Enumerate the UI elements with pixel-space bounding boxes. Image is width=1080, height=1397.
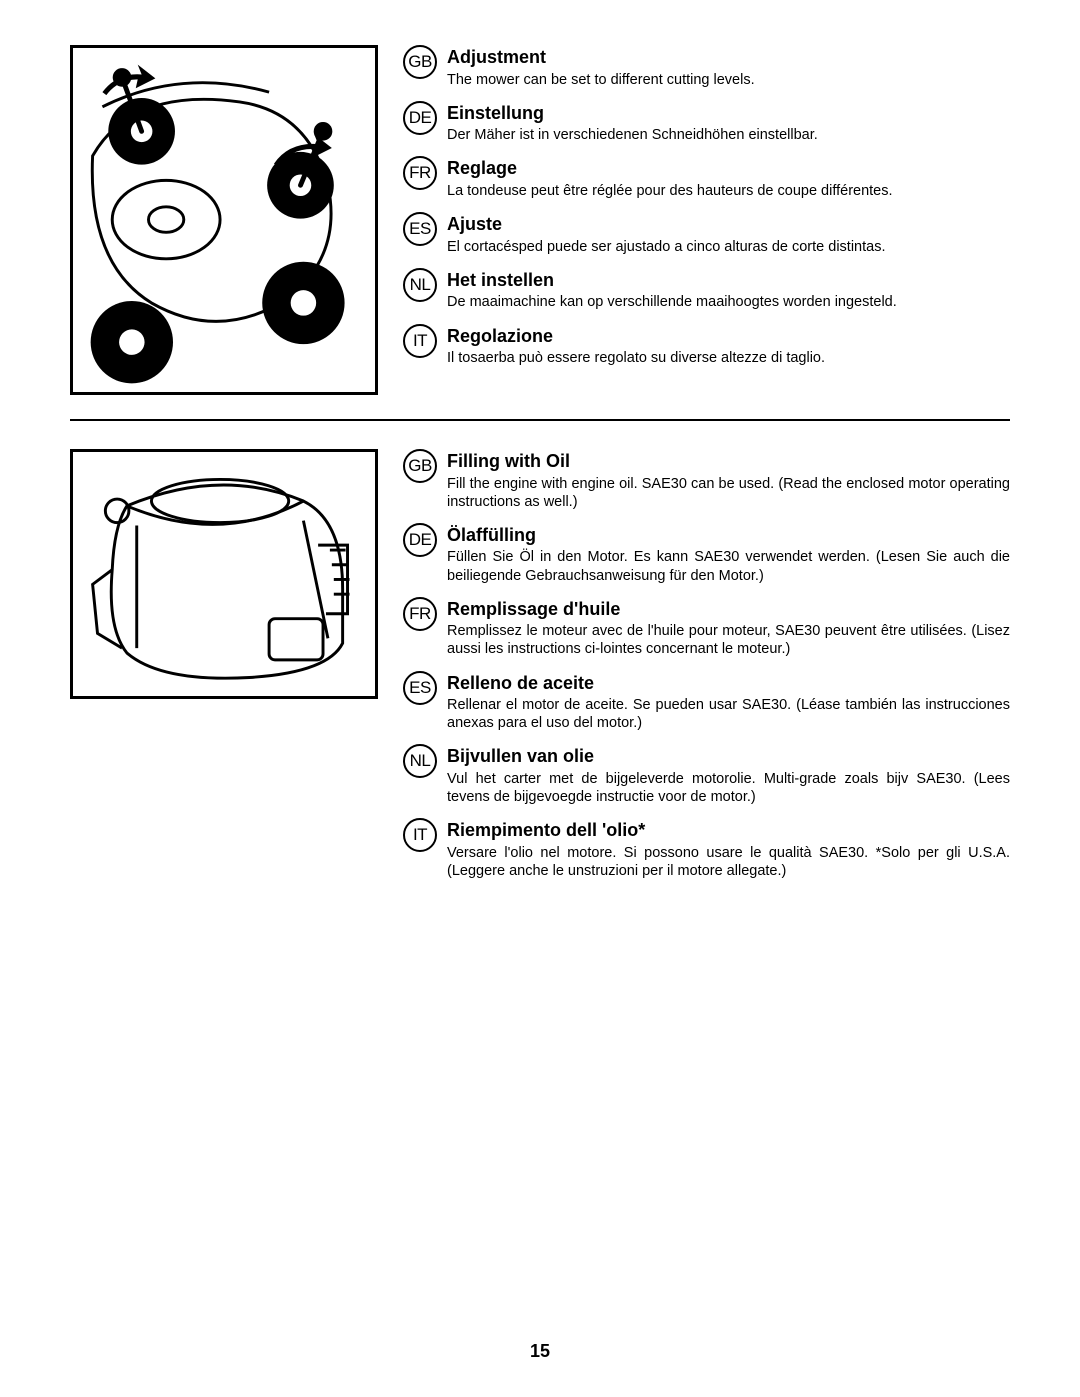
- entry-text: Adjustment The mower can be set to diffe…: [447, 45, 1010, 89]
- lang-badge-es: ES: [403, 671, 437, 705]
- entry-text: Ajuste El cortacésped puede ser ajustado…: [447, 212, 1010, 256]
- entry-title: Bijvullen van olie: [447, 746, 1010, 768]
- entry-es-ajuste: ES Ajuste El cortacésped puede ser ajust…: [403, 212, 1010, 256]
- lang-badge-de: DE: [403, 523, 437, 557]
- figure-engine-oil: [70, 449, 378, 699]
- entry-body: Rellenar el motor de aceite. Se pueden u…: [447, 696, 1010, 732]
- lang-badge-nl: NL: [403, 268, 437, 302]
- entry-gb-oil: GB Filling with Oil Fill the engine with…: [403, 449, 1010, 511]
- lang-badge-de: DE: [403, 101, 437, 135]
- lang-badge-nl: NL: [403, 744, 437, 778]
- lang-code: IT: [413, 331, 427, 351]
- lang-code: FR: [409, 163, 431, 183]
- entry-text: Remplissage d'huile Remplissez le moteur…: [447, 597, 1010, 659]
- lang-code: NL: [410, 751, 431, 771]
- entry-nl-oil: NL Bijvullen van olie Vul het carter met…: [403, 744, 1010, 806]
- page-number: 15: [0, 1341, 1080, 1362]
- entries-section-2b: NL Bijvullen van olie Vul het carter met…: [403, 744, 1010, 880]
- section-divider: [70, 419, 1010, 421]
- entry-text: Het instellen De maaimachine kan op vers…: [447, 268, 1010, 312]
- entry-title: Remplissage d'huile: [447, 599, 1010, 621]
- manual-page: GB Adjustment The mower can be set to di…: [0, 0, 1080, 1397]
- lang-code: FR: [409, 604, 431, 624]
- entry-text: Relleno de aceite Rellenar el motor de a…: [447, 671, 1010, 733]
- lang-badge-gb: GB: [403, 449, 437, 483]
- lang-code: NL: [410, 275, 431, 295]
- entry-fr-oil: FR Remplissage d'huile Remplissez le mot…: [403, 597, 1010, 659]
- section-oil: GB Filling with Oil Fill the engine with…: [70, 449, 1010, 732]
- engine-illustration: [73, 452, 375, 697]
- entry-it-regolazione: IT Regolazione Il tosaerba può essere re…: [403, 324, 1010, 368]
- entry-title: Reglage: [447, 158, 1010, 180]
- entries-section-1: GB Adjustment The mower can be set to di…: [403, 45, 1010, 367]
- entry-body: De maaimachine kan op verschillende maai…: [447, 293, 1010, 311]
- entry-title: Filling with Oil: [447, 451, 1010, 473]
- entry-es-oil: ES Relleno de aceite Rellenar el motor d…: [403, 671, 1010, 733]
- entry-text: Regolazione Il tosaerba può essere regol…: [447, 324, 1010, 368]
- lang-code: GB: [408, 52, 432, 72]
- entry-text: Bijvullen van olie Vul het carter met de…: [447, 744, 1010, 806]
- entry-title: Ölaffülling: [447, 525, 1010, 547]
- section-adjustment: GB Adjustment The mower can be set to di…: [70, 45, 1010, 395]
- mower-illustration: [73, 48, 375, 391]
- entries-section-2a: GB Filling with Oil Fill the engine with…: [403, 449, 1010, 732]
- entry-title: Riempimento dell 'olio*: [447, 820, 1010, 842]
- entry-text: Riempimento dell 'olio* Versare l'olio n…: [447, 818, 1010, 880]
- entry-gb-adjustment: GB Adjustment The mower can be set to di…: [403, 45, 1010, 89]
- entry-de-einstellung: DE Einstellung Der Mäher ist in verschie…: [403, 101, 1010, 145]
- entry-body: El cortacésped puede ser ajustado a cinc…: [447, 238, 1010, 256]
- entry-it-oil: IT Riempimento dell 'olio* Versare l'oli…: [403, 818, 1010, 880]
- entry-body: Fill the engine with engine oil. SAE30 c…: [447, 475, 1010, 511]
- entry-title: Regolazione: [447, 326, 1010, 348]
- entry-title: Adjustment: [447, 47, 1010, 69]
- entry-body: Remplissez le moteur avec de l'huile pou…: [447, 622, 1010, 658]
- lang-badge-fr: FR: [403, 156, 437, 190]
- entry-body: Vul het carter met de bijgeleverde motor…: [447, 770, 1010, 806]
- entries-section-2b-wrapper: NL Bijvullen van olie Vul het carter met…: [70, 744, 1010, 880]
- entry-body: Il tosaerba può essere regolato su diver…: [447, 349, 1010, 367]
- entry-title: Ajuste: [447, 214, 1010, 236]
- entry-title: Relleno de aceite: [447, 673, 1010, 695]
- lang-code: DE: [409, 108, 432, 128]
- lang-badge-gb: GB: [403, 45, 437, 79]
- lang-badge-it: IT: [403, 324, 437, 358]
- entry-de-oil: DE Ölaffülling Füllen Sie Öl in den Moto…: [403, 523, 1010, 585]
- entry-body: La tondeuse peut être réglée pour des ha…: [447, 182, 1010, 200]
- entry-fr-reglage: FR Reglage La tondeuse peut être réglée …: [403, 156, 1010, 200]
- entry-body: Der Mäher ist in verschiedenen Schneidhö…: [447, 126, 1010, 144]
- entry-text: Reglage La tondeuse peut être réglée pou…: [447, 156, 1010, 200]
- entry-title: Het instellen: [447, 270, 1010, 292]
- entry-body: Versare l'olio nel motore. Si possono us…: [447, 844, 1010, 880]
- lang-badge-es: ES: [403, 212, 437, 246]
- entry-text: Ölaffülling Füllen Sie Öl in den Motor. …: [447, 523, 1010, 585]
- lang-badge-fr: FR: [403, 597, 437, 631]
- lang-code: ES: [409, 678, 431, 698]
- lang-code: DE: [409, 530, 432, 550]
- lang-code: GB: [408, 456, 432, 476]
- lang-badge-it: IT: [403, 818, 437, 852]
- entry-title: Einstellung: [447, 103, 1010, 125]
- lang-code: IT: [413, 825, 427, 845]
- entry-body: The mower can be set to different cuttin…: [447, 71, 1010, 89]
- entry-body: Füllen Sie Öl in den Motor. Es kann SAE3…: [447, 548, 1010, 584]
- entry-nl-instellen: NL Het instellen De maaimachine kan op v…: [403, 268, 1010, 312]
- entry-text: Filling with Oil Fill the engine with en…: [447, 449, 1010, 511]
- figure-mower-adjustment: [70, 45, 378, 395]
- lang-code: ES: [409, 219, 431, 239]
- entry-text: Einstellung Der Mäher ist in verschieden…: [447, 101, 1010, 145]
